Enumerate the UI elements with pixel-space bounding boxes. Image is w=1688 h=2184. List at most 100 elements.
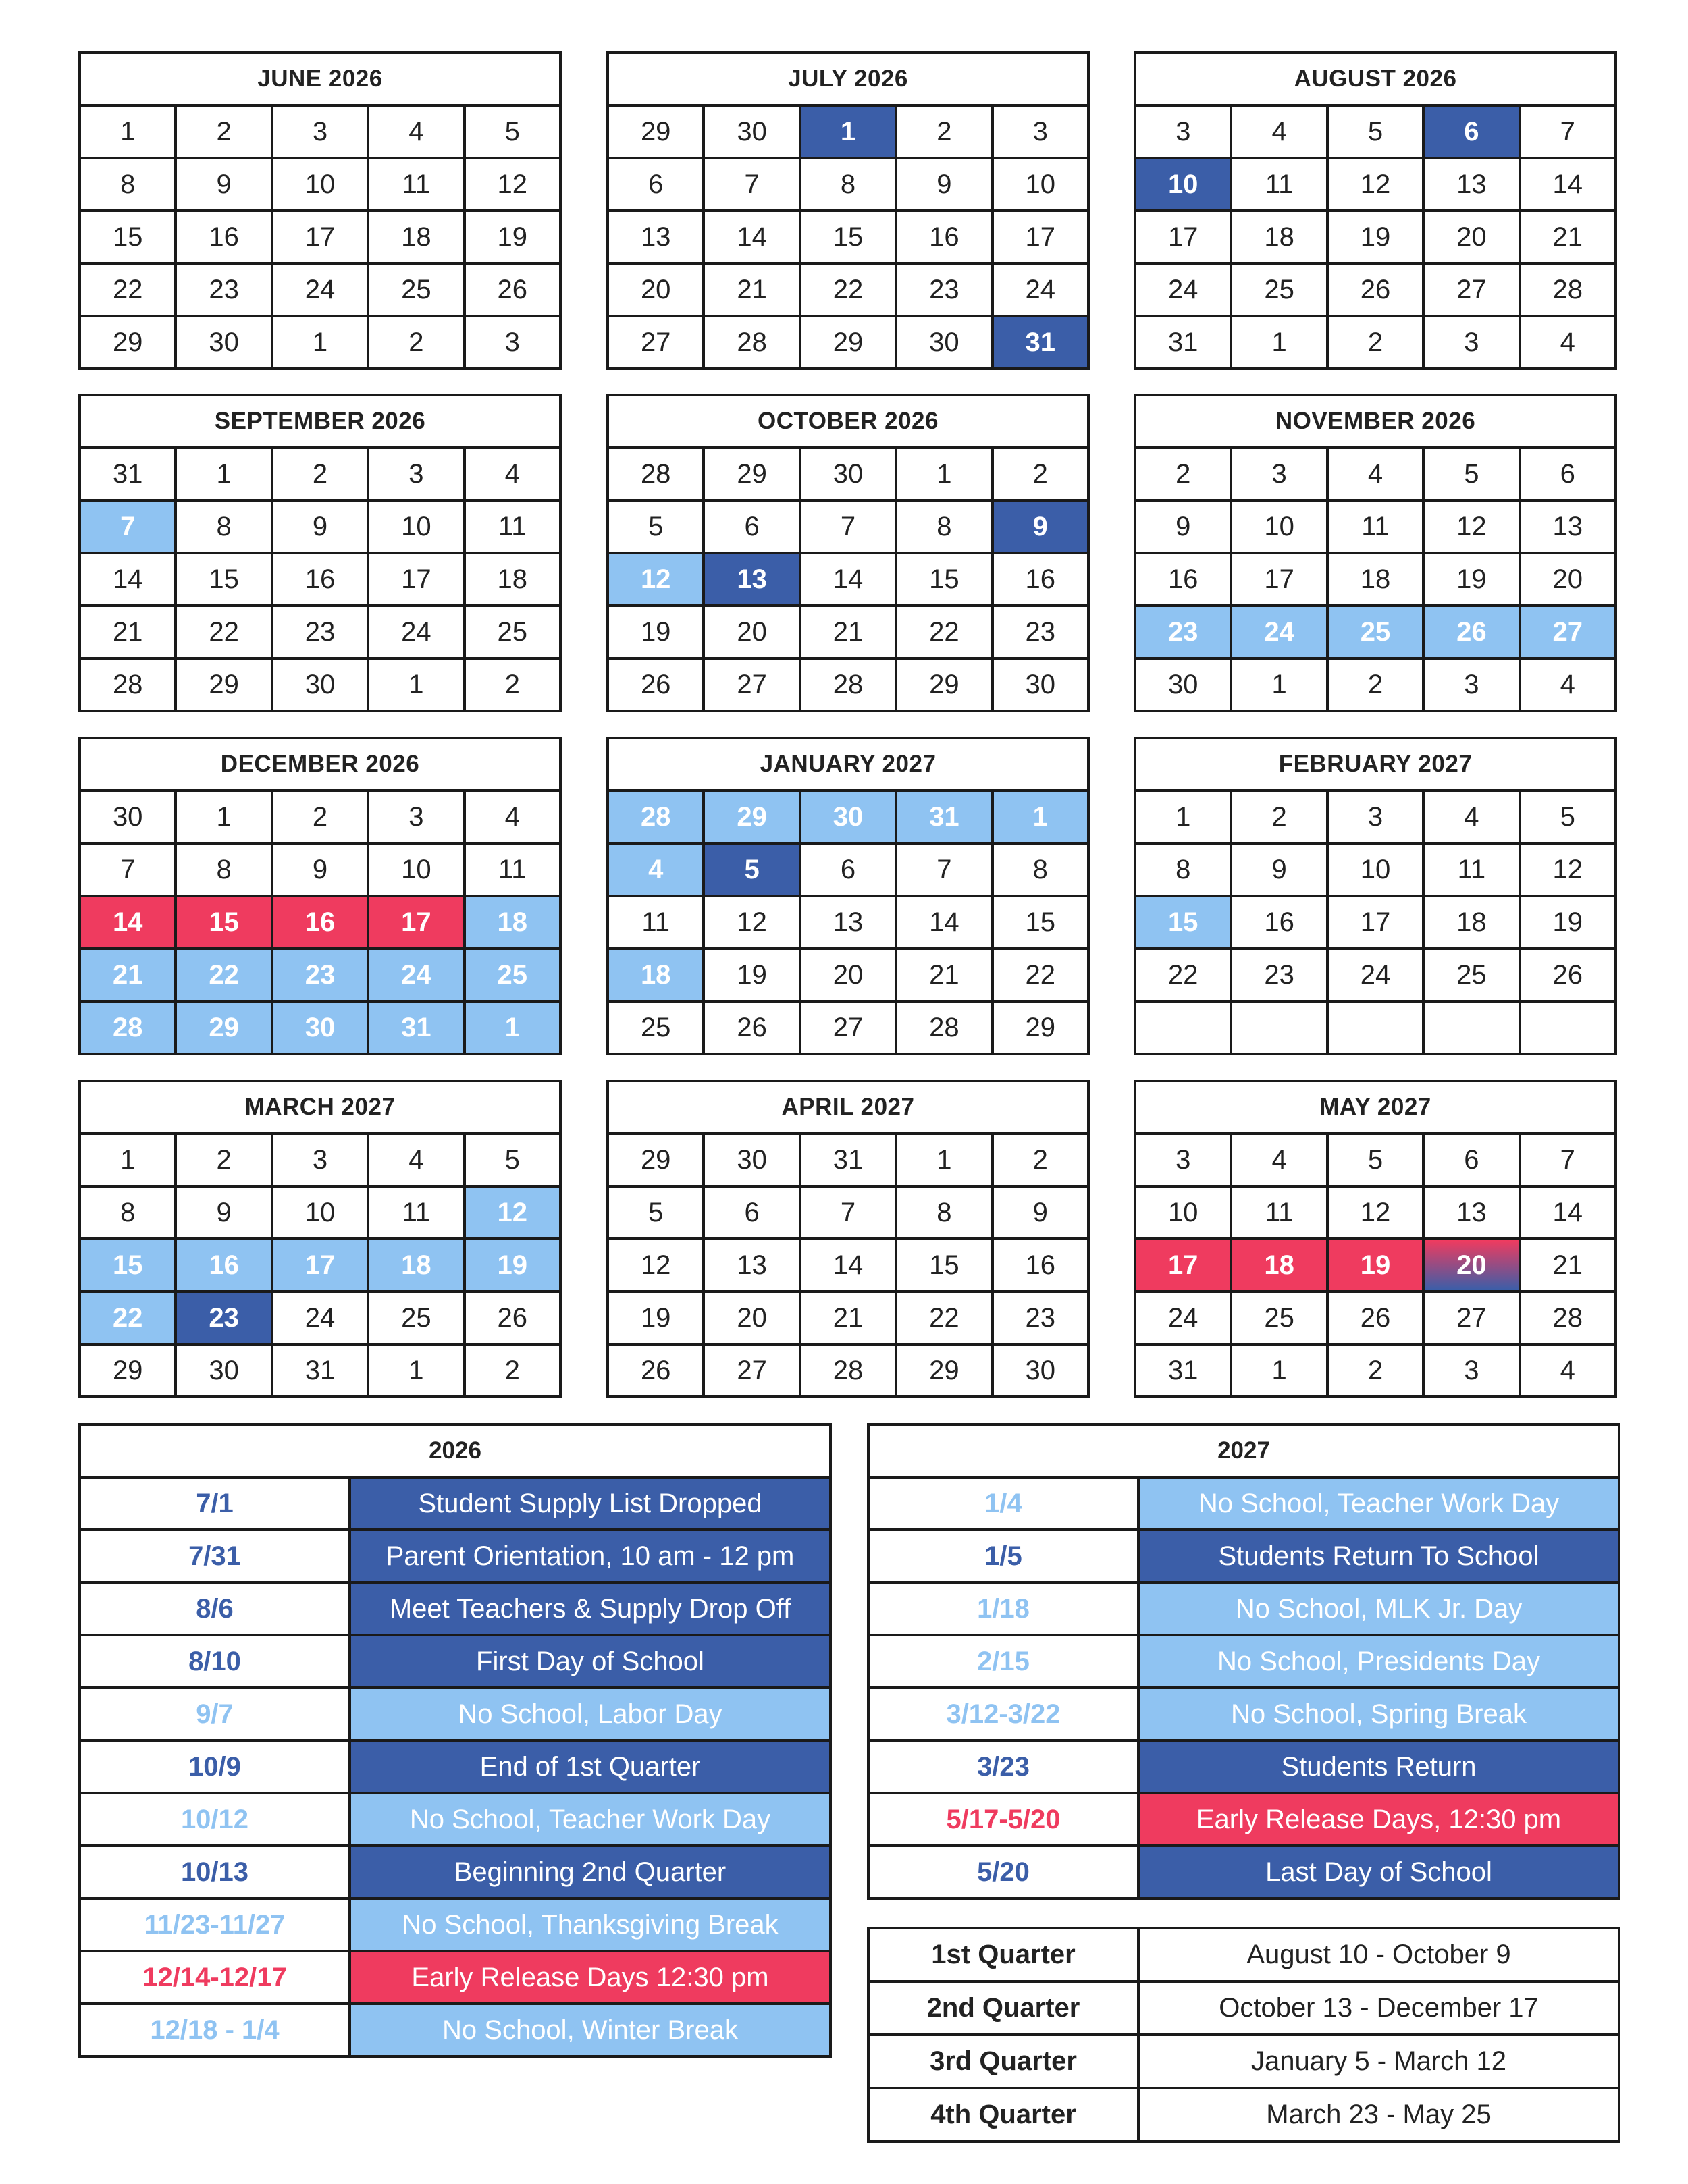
day-cell: 10 [367,499,466,554]
day-cell: 26 [1518,947,1618,1003]
day-cell: 15 [78,209,178,265]
day-cell: 10 [270,1185,370,1240]
month-calendar: FEBRUARY 2027 1 2 3 4 5 8 9 10 11 12 15 16 17 18 19 22 23… [1133,737,1618,1055]
week-row: 15 16 17 18 19 [1133,895,1618,950]
day-cell: 2 [1325,315,1425,370]
day-cell: 18 [463,552,562,607]
month-calendar: DECEMBER 2026 30 1 2 3 4 7 8 9 10 11 14 15 16 17 18 21 22… [78,737,562,1055]
day-cell: 2 [1230,789,1329,845]
day-cell: 21 [78,604,178,660]
day-cell: 1 [174,446,273,502]
day-cell: 26 [1325,262,1425,317]
quarter-row: 2nd Quarter October 13 - December 17 [867,1980,1620,2036]
day-cell: 20 [1518,552,1618,607]
quarter-row: 1st Quarter August 10 - October 9 [867,1927,1620,1983]
day-cell: 10 [367,842,466,897]
day-cell: 6 [798,842,898,897]
week-row: 11 12 13 14 15 [606,895,1090,950]
day-cell: 30 [991,1343,1090,1398]
day-cell: 29 [174,1000,273,1055]
day-cell: 31 [78,446,178,502]
event-date: 10/9 [78,1739,351,1794]
month-calendar: AUGUST 2026 3 4 5 6 7 10 11 12 13 14 17 18 19 20 21 24 25… [1133,51,1618,370]
event-date: 1/4 [867,1476,1140,1531]
day-cell: 2 [270,789,370,845]
day-cell: 12 [463,1185,562,1240]
event-date: 8/6 [78,1581,351,1636]
event-description: No School, Thanksgiving Break [348,1897,832,1952]
week-row: 14 15 16 17 18 [78,552,562,607]
quarter-range: March 23 - May 25 [1137,2087,1620,2143]
day-cell: 30 [798,789,898,845]
day-cell: 2 [1133,446,1233,502]
day-cell: 15 [78,1237,178,1293]
month-calendar: MAY 2027 3 4 5 6 7 10 11 12 13 14 17 18 19 20 21 24 25 26 2… [1133,1080,1618,1398]
day-cell: 3 [1422,1343,1521,1398]
quarter-name: 4th Quarter [867,2087,1140,2143]
day-cell: 22 [174,947,273,1003]
day-cell: 2 [991,1132,1090,1188]
event-date: 1/18 [867,1581,1140,1636]
day-cell: 16 [1230,895,1329,950]
day-cell: 14 [1518,1185,1618,1240]
day-cell: 5 [1325,104,1425,159]
event-description: Student Supply List Dropped [348,1476,832,1531]
quarter-row: 4th Quarter March 23 - May 25 [867,2087,1620,2143]
day-cell: 16 [991,1237,1090,1293]
event-row: 8/10 First Day of School [78,1634,832,1689]
day-cell: 28 [702,315,801,370]
day-cell: 21 [78,947,178,1003]
day-cell: 28 [1518,262,1618,317]
day-cell: 13 [798,895,898,950]
week-row: 7 8 9 10 11 [78,499,562,554]
day-cell: 3 [367,789,466,845]
day-cell: 4 [463,446,562,502]
day-cell: 19 [1325,1237,1425,1293]
day-cell: 9 [174,1185,273,1240]
week-row: 21 22 23 24 25 [78,604,562,660]
event-description: No School, Teacher Work Day [1137,1476,1620,1531]
day-cell: 9 [991,1185,1090,1240]
day-cell: 17 [1133,1237,1233,1293]
day-cell: 8 [174,842,273,897]
month-calendar: JULY 2026 29 30 1 2 3 6 7 8 9 10 13 14 15 16 17 20 21 22 23… [606,51,1090,370]
event-row: 12/18 - 1/4 No School, Winter Break [78,2002,832,2058]
day-cell: 12 [1518,842,1618,897]
day-cell: 6 [606,157,706,212]
day-cell: 24 [1133,1290,1233,1346]
day-cell: 8 [78,1185,178,1240]
day-cell: 5 [1518,789,1618,845]
week-row: 16 17 18 19 20 [1133,552,1618,607]
day-cell: 31 [367,1000,466,1055]
day-cell: 8 [991,842,1090,897]
day-cell: 18 [463,895,562,950]
event-description: No School, MLK Jr. Day [1137,1581,1620,1636]
day-cell: 27 [702,657,801,712]
month-calendar: OCTOBER 2026 28 29 30 1 2 5 6 7 8 9 12 13 14 15 16 19 20 2… [606,394,1090,712]
event-date: 5/20 [867,1844,1140,1900]
event-date: 3/23 [867,1739,1140,1794]
day-cell: 30 [270,1000,370,1055]
day-cell: 27 [1518,604,1618,660]
day-cell: 1 [367,1343,466,1398]
day-cell: 4 [463,789,562,845]
day-cell: 8 [174,499,273,554]
week-row: 19 20 21 22 23 [606,1290,1090,1346]
event-date: 11/23-11/27 [78,1897,351,1952]
day-cell: 4 [1518,315,1618,370]
week-row: 15 16 17 18 19 [78,209,562,265]
day-cell: 19 [1422,552,1521,607]
event-row: 3/12-3/22 No School, Spring Break [867,1686,1620,1742]
day-cell: 14 [1518,157,1618,212]
event-date: 12/14-12/17 [78,1950,351,2005]
day-cell: 3 [1325,789,1425,845]
day-cell: 15 [174,895,273,950]
day-cell: 30 [702,104,801,159]
event-row: 12/14-12/17 Early Release Days 12:30 pm [78,1950,832,2005]
day-cell: 27 [1422,262,1521,317]
day-cell: 4 [1518,1343,1618,1398]
day-cell: 30 [991,657,1090,712]
day-cell: 12 [1422,499,1521,554]
week-row: 23 24 25 26 27 [1133,604,1618,660]
